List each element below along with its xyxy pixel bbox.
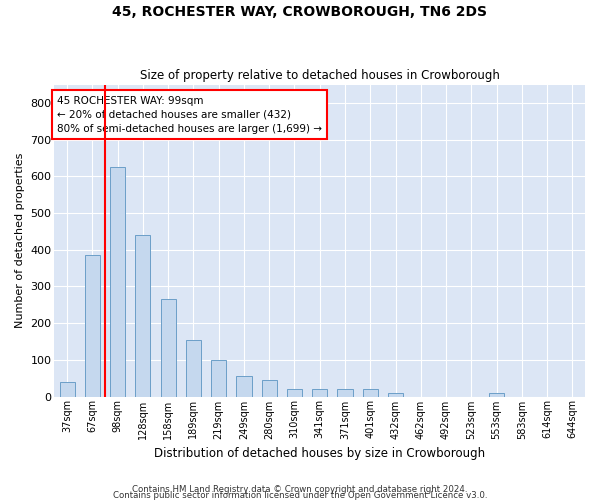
Bar [186, 340, 201, 396]
Bar [262, 380, 277, 396]
Title: Size of property relative to detached houses in Crowborough: Size of property relative to detached ho… [140, 69, 500, 82]
Bar [236, 376, 251, 396]
Text: 45 ROCHESTER WAY: 99sqm
← 20% of detached houses are smaller (432)
80% of semi-d: 45 ROCHESTER WAY: 99sqm ← 20% of detache… [57, 96, 322, 134]
Text: 45, ROCHESTER WAY, CROWBOROUGH, TN6 2DS: 45, ROCHESTER WAY, CROWBOROUGH, TN6 2DS [113, 5, 487, 19]
Bar [110, 167, 125, 396]
Bar [287, 389, 302, 396]
Bar [85, 255, 100, 396]
Bar [388, 393, 403, 396]
Bar [489, 393, 504, 396]
X-axis label: Distribution of detached houses by size in Crowborough: Distribution of detached houses by size … [154, 447, 485, 460]
Text: Contains HM Land Registry data © Crown copyright and database right 2024.: Contains HM Land Registry data © Crown c… [132, 484, 468, 494]
Bar [312, 389, 328, 396]
Y-axis label: Number of detached properties: Number of detached properties [15, 153, 25, 328]
Bar [211, 360, 226, 397]
Bar [59, 382, 74, 396]
Bar [136, 235, 151, 396]
Bar [337, 389, 353, 396]
Bar [161, 300, 176, 396]
Text: Contains public sector information licensed under the Open Government Licence v3: Contains public sector information licen… [113, 490, 487, 500]
Bar [362, 389, 378, 396]
